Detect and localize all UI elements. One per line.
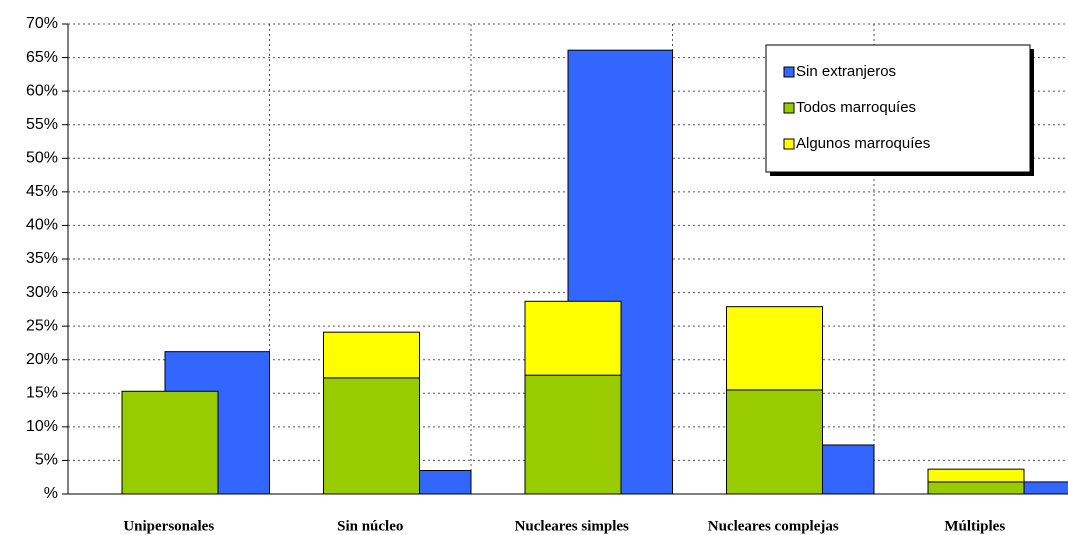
y-tick-label: 15% <box>26 385 58 402</box>
y-tick-label: 50% <box>26 150 58 167</box>
bar <box>524 300 622 376</box>
x-tick-label: Nucleares simples <box>515 518 629 534</box>
x-tick-label: Múltiples <box>944 518 1005 534</box>
y-tick-label: 45% <box>26 183 58 200</box>
bar <box>927 481 1025 495</box>
legend-swatch <box>783 138 795 150</box>
legend-swatch <box>783 102 795 114</box>
y-tick-label: 25% <box>26 317 58 334</box>
y-tick-label: 30% <box>26 284 58 301</box>
legend-label: Sin extranjeros <box>796 63 896 80</box>
y-tick-label: 65% <box>26 49 58 66</box>
bar <box>927 468 1025 483</box>
bar <box>323 377 420 495</box>
bar <box>726 306 823 391</box>
bar <box>726 389 823 495</box>
y-tick-label: 5% <box>35 452 58 469</box>
y-tick-label: % <box>44 485 58 502</box>
y-tick-label: 55% <box>26 116 58 133</box>
x-tick-label: Unipersonales <box>123 518 214 534</box>
x-tick-label: Sin núcleo <box>337 518 403 534</box>
legend-label: Todos marroquíes <box>796 99 916 116</box>
bar <box>323 331 420 379</box>
legend-label: Algunos marroquíes <box>796 135 930 152</box>
y-tick-label: 10% <box>26 418 58 435</box>
x-tick-label: Nucleares complejas <box>708 518 839 534</box>
y-tick-label: 70% <box>26 15 58 32</box>
y-tick-label: 40% <box>26 217 58 234</box>
bar <box>121 390 219 495</box>
legend <box>765 44 1031 173</box>
bar <box>524 374 622 495</box>
legend-swatch <box>783 66 795 78</box>
y-tick-label: 35% <box>26 250 58 267</box>
y-tick-label: 20% <box>26 351 58 368</box>
y-tick-label: 60% <box>26 82 58 99</box>
